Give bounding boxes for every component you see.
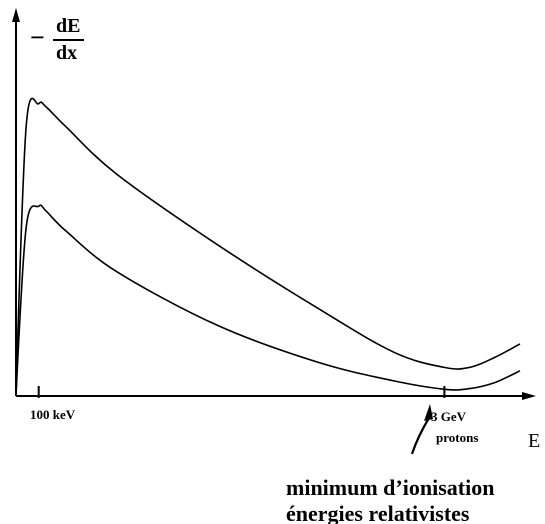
x-label: E [528, 430, 540, 452]
tick-sublabel-protons: protons [436, 430, 478, 445]
annotation-arrow [410, 417, 430, 455]
y-axis-arrow [12, 8, 20, 22]
x-axis-arrow [522, 392, 536, 400]
annotation-line-1: minimum d’ionisation [286, 475, 494, 500]
y-label-minus: − [30, 23, 45, 52]
tick-label-3gev: 3 GeV [431, 409, 467, 424]
y-label-numerator: dE [56, 15, 80, 37]
y-label-denominator: dx [56, 42, 77, 64]
annotation-arrow-head [424, 404, 433, 421]
annotation-line-2: énergies relativistes [286, 501, 470, 524]
tick-label-100kev: 100 keV [30, 407, 76, 422]
curve-lower [15, 204, 521, 397]
curve-upper [15, 97, 521, 397]
